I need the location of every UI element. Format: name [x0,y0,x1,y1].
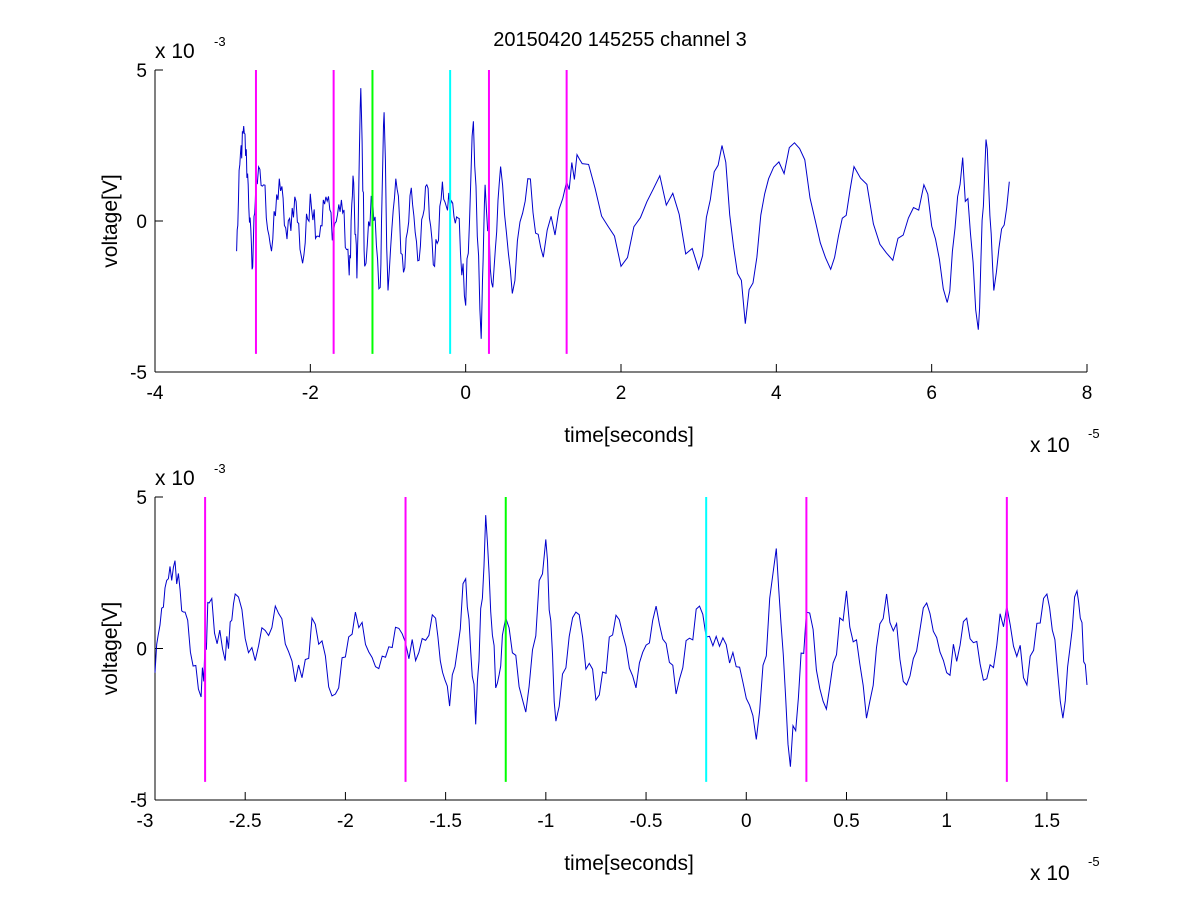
signal-trace [236,88,1010,339]
x-tick-label: 4 [771,383,782,404]
x-axis-label: time[seconds] [564,424,694,447]
x-tick-label: 0 [460,383,471,404]
x-tick-label: -2.5 [229,811,262,832]
x-tick-label: -1 [537,811,554,832]
x-tick-label: 6 [926,383,937,404]
x-scale-exponent: -5 [1088,854,1100,869]
x-tick-label: 1.5 [1034,811,1060,832]
x-tick-label: 0 [741,811,752,832]
y-scale-multiplier: x 10 [155,40,195,63]
y-tick-label: -5 [130,791,147,812]
y-axis-label: voltage[V] [99,602,122,695]
y-scale-multiplier: x 10 [155,467,195,490]
y-tick-label: 0 [136,640,147,661]
y-scale-exponent: -3 [214,34,226,49]
x-tick-label: -2 [337,811,354,832]
y-tick-label: 0 [136,212,147,233]
x-tick-label: -3 [137,811,154,832]
x-tick-label: 0.5 [833,811,859,832]
x-tick-label: -0.5 [630,811,663,832]
figure-title: 20150420 145255 channel 3 [493,29,747,51]
x-scale-multiplier: x 10 [1030,862,1070,885]
x-tick-label: 8 [1082,383,1093,404]
y-axis-label: voltage[V] [99,174,122,267]
signal-trace [154,515,1088,767]
x-tick-label: 1 [941,811,952,832]
x-tick-label: 2 [616,383,627,404]
y-scale-exponent: -3 [214,461,226,476]
y-tick-label: 5 [136,61,147,82]
x-scale-exponent: -5 [1088,426,1100,441]
top-subplot: -4 -2 0 2 4 6 8 -5 0 5 x 10 -3 x 10 -5 time[seconds] vo… [99,34,1100,457]
y-tick-label: 5 [136,488,147,509]
y-tick-label: -5 [130,363,147,384]
x-scale-multiplier: x 10 [1030,434,1070,457]
x-axis-label: time[seconds] [564,852,694,875]
x-tick-label: -4 [147,383,164,404]
x-tick-label: -1.5 [429,811,462,832]
x-tick-label: -2 [302,383,319,404]
bottom-subplot: -3 -2.5 -2 -1.5 -1 -0.5 0 0.5 1 1.5 -5 0 5 x 10 -3 x 10… [99,461,1100,885]
